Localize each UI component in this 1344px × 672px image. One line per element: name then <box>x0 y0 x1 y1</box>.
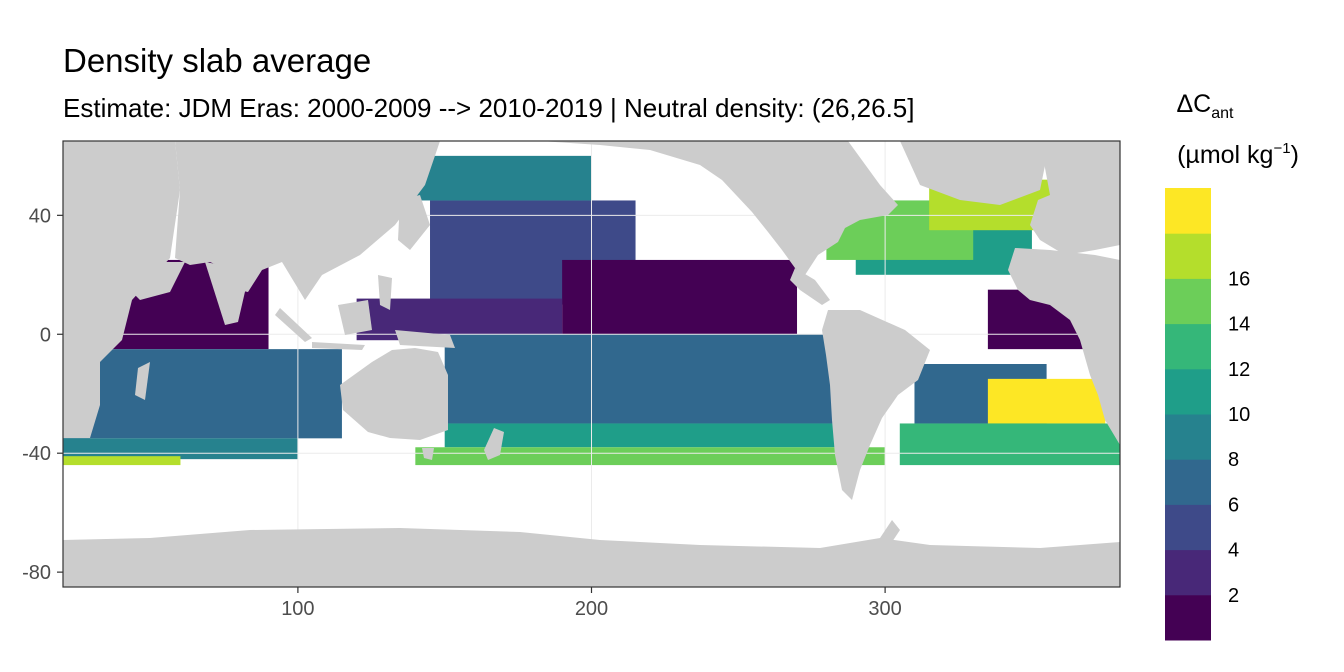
legend-color-swatch <box>1165 278 1211 325</box>
australia-landmass <box>340 348 448 440</box>
legend: ΔCant (µmol kg−1) 2 4 6 8 10 12 14 16 <box>1165 90 1299 641</box>
ocean-region-indian-ocean-subtropical <box>63 349 342 439</box>
eurasia-landmass <box>175 141 440 300</box>
legend-break-label: 12 <box>1228 359 1250 381</box>
java-island <box>312 342 365 350</box>
ocean-region-agulhas-band <box>63 456 181 466</box>
africa-west-landmass <box>1008 248 1120 445</box>
sumatra-island <box>275 308 312 342</box>
north-america-landmass <box>540 141 898 275</box>
y-tick-label: -40 <box>22 443 51 465</box>
philippines-islands <box>378 275 392 310</box>
borneo-island <box>338 300 372 335</box>
ocean-region-south-pacific-mode-water <box>444 423 856 448</box>
x-tick-label: 300 <box>868 598 901 620</box>
legend-color-swatch <box>1165 188 1211 234</box>
legend-break-label: 2 <box>1228 585 1239 607</box>
europe-landmass <box>1030 141 1120 255</box>
legend-unit: (µmol kg−1) <box>1177 140 1299 169</box>
new-zealand-islands <box>484 428 504 460</box>
new-guinea-island <box>395 330 455 348</box>
map-panel <box>62 140 1121 588</box>
plot-title: Density slab average <box>63 42 372 79</box>
central-america <box>790 268 830 305</box>
legend-title-sub: ant <box>1211 105 1234 122</box>
plot-subtitle: Estimate: JDM Eras: 2000-2009 --> 2010-2… <box>63 93 915 123</box>
legend-color-swatch <box>1165 504 1211 551</box>
legend-title: ΔCant <box>1176 90 1234 122</box>
legend-color-swatch <box>1165 233 1211 279</box>
india-subcontinent <box>205 262 250 325</box>
antarctic-peninsula <box>880 520 900 548</box>
ocean-region-south-pacific-subtropical <box>444 334 856 424</box>
ocean-region-south-pacific-southern-band <box>415 447 886 466</box>
legend-color-swatch <box>1165 414 1211 460</box>
antarctica-landmass <box>63 528 1120 587</box>
x-tick-label: 200 <box>575 598 608 620</box>
legend-break-label: 14 <box>1228 314 1250 336</box>
legend-unit-sup: −1 <box>1273 140 1290 157</box>
africa-landmass <box>63 141 180 438</box>
legend-unit-suffix: ) <box>1291 141 1299 169</box>
y-tick-label: 40 <box>29 205 51 227</box>
legend-break-label: 16 <box>1228 268 1250 290</box>
y-tick-label: -80 <box>22 562 51 584</box>
legend-color-swatch <box>1165 368 1211 415</box>
greenland-landmass <box>900 141 1050 205</box>
south-america-landmass <box>822 310 930 500</box>
legend-break-label: 8 <box>1228 449 1239 471</box>
legend-title-main: ΔC <box>1176 90 1211 118</box>
ocean-region-south-atlantic-southern <box>899 423 1120 466</box>
tasmania-island <box>422 448 434 460</box>
legend-break-label: 4 <box>1228 540 1239 562</box>
legend-color-swatch <box>1165 323 1211 370</box>
japan-islands <box>398 195 430 250</box>
legend-color-swatch <box>1165 594 1211 641</box>
madagascar-island <box>135 362 150 400</box>
land-layer <box>63 141 1120 587</box>
ocean-region-north-pacific-subpolar <box>415 155 592 201</box>
y-tick-label: 0 <box>40 324 51 346</box>
legend-break-label: 6 <box>1228 494 1239 516</box>
legend-color-swatch <box>1165 549 1211 596</box>
legend-unit-prefix: (µmol kg <box>1177 141 1273 169</box>
arabian-peninsula <box>130 262 185 300</box>
ocean-region-western-tropical-pacific <box>356 298 563 341</box>
ocean-region-south-atlantic-band <box>987 378 1106 424</box>
ocean-region-indian-ocean-southern <box>63 438 298 460</box>
legend-color-swatch <box>1165 459 1211 505</box>
x-tick-label: 100 <box>281 598 314 620</box>
legend-break-label: 10 <box>1228 404 1250 426</box>
